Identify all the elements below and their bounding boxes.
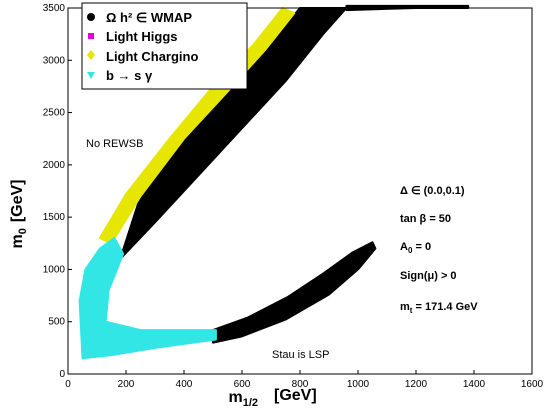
y-tick-label: 2500: [43, 108, 66, 119]
legend-marker-wmap: [87, 13, 95, 21]
annotation-stau-lsp: Stau is LSP: [272, 349, 329, 361]
x-tick-label: 200: [118, 379, 135, 390]
annotation-no-rewsb: No REWSB: [86, 138, 143, 150]
y-tick-label: 2000: [43, 160, 66, 171]
y-tick-label: 1500: [43, 212, 66, 223]
x-tick-label: 1000: [347, 379, 370, 390]
x-tick-label: 0: [65, 379, 71, 390]
annotation-mt: mt = 171.4 GeV: [400, 301, 478, 315]
legend-label-wmap: Ω h² ∈ WMAP: [106, 10, 192, 25]
legend: Ω h² ∈ WMAP Light Higgs Light Chargino b…: [81, 2, 248, 90]
x-axis-title-sub: 1/2: [243, 397, 258, 409]
x-axis-ticks: 0 200 400 600 800 1000 1200 1400 1600: [65, 370, 544, 390]
legend-label-light-higgs: Light Higgs: [106, 29, 178, 44]
y-axis-title-sub: 0: [17, 228, 29, 234]
y-tick-label: 0: [59, 369, 65, 380]
x-tick-label: 1200: [405, 379, 428, 390]
x-tick-label: 800: [292, 379, 309, 390]
y-tick-label: 3000: [43, 55, 66, 66]
x-tick-label: 1400: [463, 379, 486, 390]
y-axis-title-main: m: [9, 234, 26, 248]
x-tick-label: 400: [176, 379, 193, 390]
y-axis-title: m0 [GeV]: [9, 179, 29, 248]
x-axis-title-main: m: [228, 389, 242, 406]
x-tick-label: 1600: [521, 379, 544, 390]
series-region--h-wmap: [212, 241, 377, 344]
x-tick-label: 600: [234, 379, 251, 390]
annotation-a0: A0 = 0: [400, 241, 431, 255]
annotation-sign-mu: Sign(μ) > 0: [400, 270, 457, 282]
legend-box: [81, 2, 248, 90]
y-tick-label: 500: [48, 317, 65, 328]
legend-marker-light-higgs: [88, 33, 94, 39]
y-tick-label: 1000: [43, 264, 66, 275]
annotation-delta: Δ ∈ (0.0,0.1): [400, 185, 465, 197]
y-axis-ticks: 0 500 1000 1500 2000 2500 3000 3500: [43, 3, 72, 380]
legend-label-b-s-gamma: b → s γ: [106, 68, 153, 83]
legend-label-light-chargino: Light Chargino: [106, 49, 198, 64]
y-tick-label: 3500: [43, 3, 66, 14]
legend-marker-b-s-gamma: [87, 72, 95, 79]
x-axis-unit: [GeV]: [274, 387, 317, 404]
y-axis-unit: [GeV]: [9, 179, 26, 222]
annotation-tanb: tan β = 50: [400, 213, 451, 225]
series-region-b-s-: [78, 237, 217, 360]
legend-marker-light-chargino: [87, 50, 95, 60]
x-axis-title: m1/2: [228, 389, 258, 409]
